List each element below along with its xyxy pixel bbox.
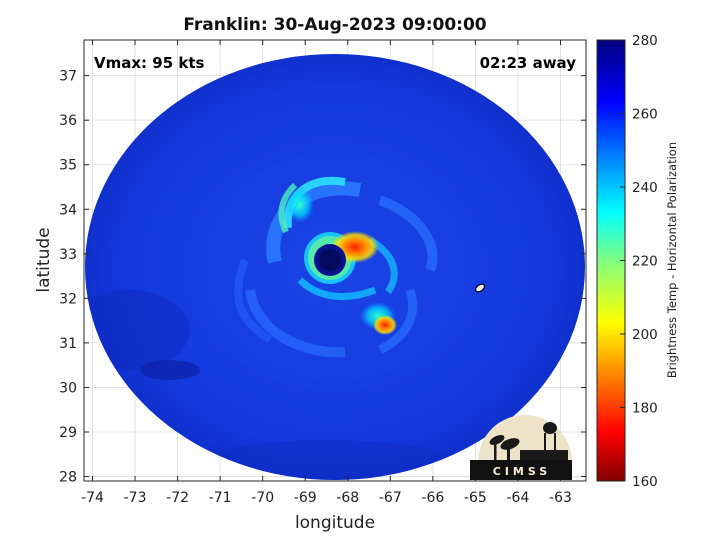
x-tick-label: -70 (251, 490, 274, 506)
x-tick-label: -72 (166, 490, 189, 506)
y-tick-label: 28 (59, 470, 77, 486)
cimss-logo: CIMSS (470, 415, 572, 480)
colorbar-tick-label: 260 (632, 107, 658, 123)
colorbar-tick-label: 180 (632, 401, 658, 417)
y-tick-label: 34 (59, 202, 77, 218)
y-axis-ticks: 28 29 30 31 32 33 34 35 36 37 (59, 69, 586, 486)
plot-frame (83, 39, 587, 482)
colorbar-tick-label: 280 (632, 33, 658, 49)
colorbar-ticks: 280 260 240 220 200 180 160 (620, 33, 658, 490)
logo-text: CIMSS (493, 465, 551, 478)
x-axis-ticks: -74 -73 -72 -71 -70 -69 -68 -67 -66 -65 -64 -63 (81, 40, 572, 506)
colorbar-label: Brightness Temp - Horizontal Polarizatio… (665, 142, 679, 378)
y-tick-label: 35 (59, 158, 77, 174)
x-tick-label: -68 (336, 490, 359, 506)
x-tick-label: -65 (464, 490, 487, 506)
x-tick-label: -69 (294, 490, 317, 506)
y-tick-label: 33 (59, 247, 77, 263)
colorbar-tick-label: 160 (632, 474, 658, 490)
colorbar-tick-label: 220 (632, 254, 658, 270)
x-tick-label: -67 (379, 490, 402, 506)
chart-title: Franklin: 30-Aug-2023 09:00:00 (183, 15, 486, 35)
x-tick-label: -64 (506, 490, 529, 506)
x-tick-label: -73 (124, 490, 147, 506)
y-tick-label: 36 (59, 113, 77, 129)
y-tick-label: 29 (59, 425, 77, 441)
y-tick-label: 30 (59, 380, 77, 396)
x-tick-label: -66 (421, 490, 444, 506)
x-axis-label: longitude (295, 513, 375, 533)
x-tick-label: -74 (81, 490, 104, 506)
y-tick-label: 37 (59, 69, 77, 85)
time-away-annotation: 02:23 away (480, 54, 577, 72)
y-tick-label: 31 (59, 336, 77, 352)
colorbar-tick-label: 200 (632, 327, 658, 343)
colorbar-tick-label: 240 (632, 180, 658, 196)
x-tick-label: -71 (209, 490, 232, 506)
y-tick-label: 32 (59, 291, 77, 307)
vmax-annotation: Vmax: 95 kts (94, 54, 204, 72)
x-tick-label: -63 (549, 490, 572, 506)
island-outline (474, 283, 486, 293)
y-axis-label: latitude (34, 227, 54, 292)
brightness-temp-swath (85, 54, 585, 480)
